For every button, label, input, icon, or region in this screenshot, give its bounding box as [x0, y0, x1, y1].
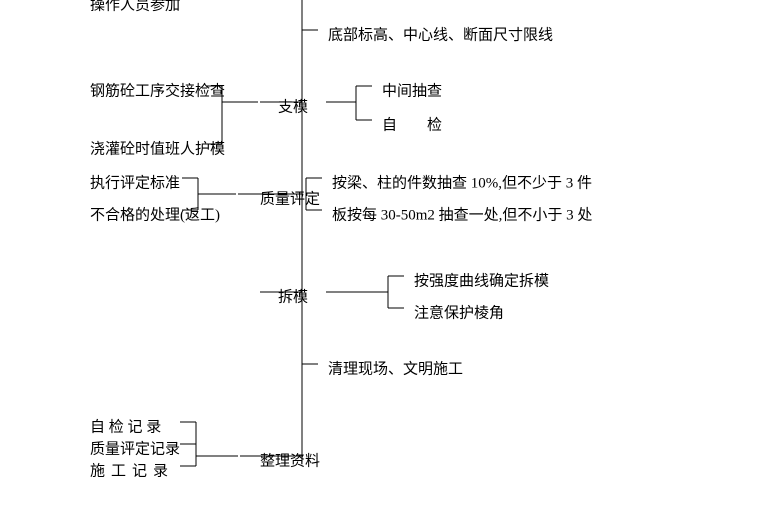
node-n3_label: 拆模: [278, 288, 308, 305]
node-n3_r1: 按强度曲线确定拆模: [414, 272, 549, 289]
node-n2_l1: 执行评定标准: [90, 174, 180, 191]
node-n2_r2: 板按每 30-50m2 抽查一处,但不小于 3 处: [332, 205, 592, 223]
node-n0_right: 底部标高、中心线、断面尺寸限线: [328, 26, 553, 43]
node-n1_l1: 钢筋砼工序交接检查: [90, 81, 225, 99]
node-n2_label: 质量评定: [260, 190, 320, 207]
node-n5_l3: 施工记录: [90, 462, 174, 479]
tree-diagram: 底部标高、中心线、断面尺寸限线支模 中间抽查自 检 钢筋砼工序交接检查浇灌砼时值班人…: [0, 0, 760, 510]
node-n1_l2: 浇灌砼时值班人护模: [90, 140, 225, 157]
node-n2_r1: 按梁、柱的件数抽查 10%,但不少于 3 件: [332, 174, 592, 191]
node-n5_l2: 质量评定记录: [90, 440, 180, 457]
node-n2_l2: 不合格的处理(返工): [90, 206, 220, 223]
node-top_l: 操作人员参加: [90, 0, 180, 13]
node-n5_l1: 自 检 记 录: [90, 418, 161, 435]
node-n4_right: 清理现场、文明施工: [328, 360, 463, 377]
node-n1_r1: 中间抽查: [382, 82, 442, 99]
node-n1_r2: 自 检: [382, 116, 442, 133]
node-n3_r2: 注意保护棱角: [414, 303, 504, 321]
node-n1_label: 支模: [278, 98, 308, 115]
node-n5_label: 整理资料: [260, 452, 320, 469]
